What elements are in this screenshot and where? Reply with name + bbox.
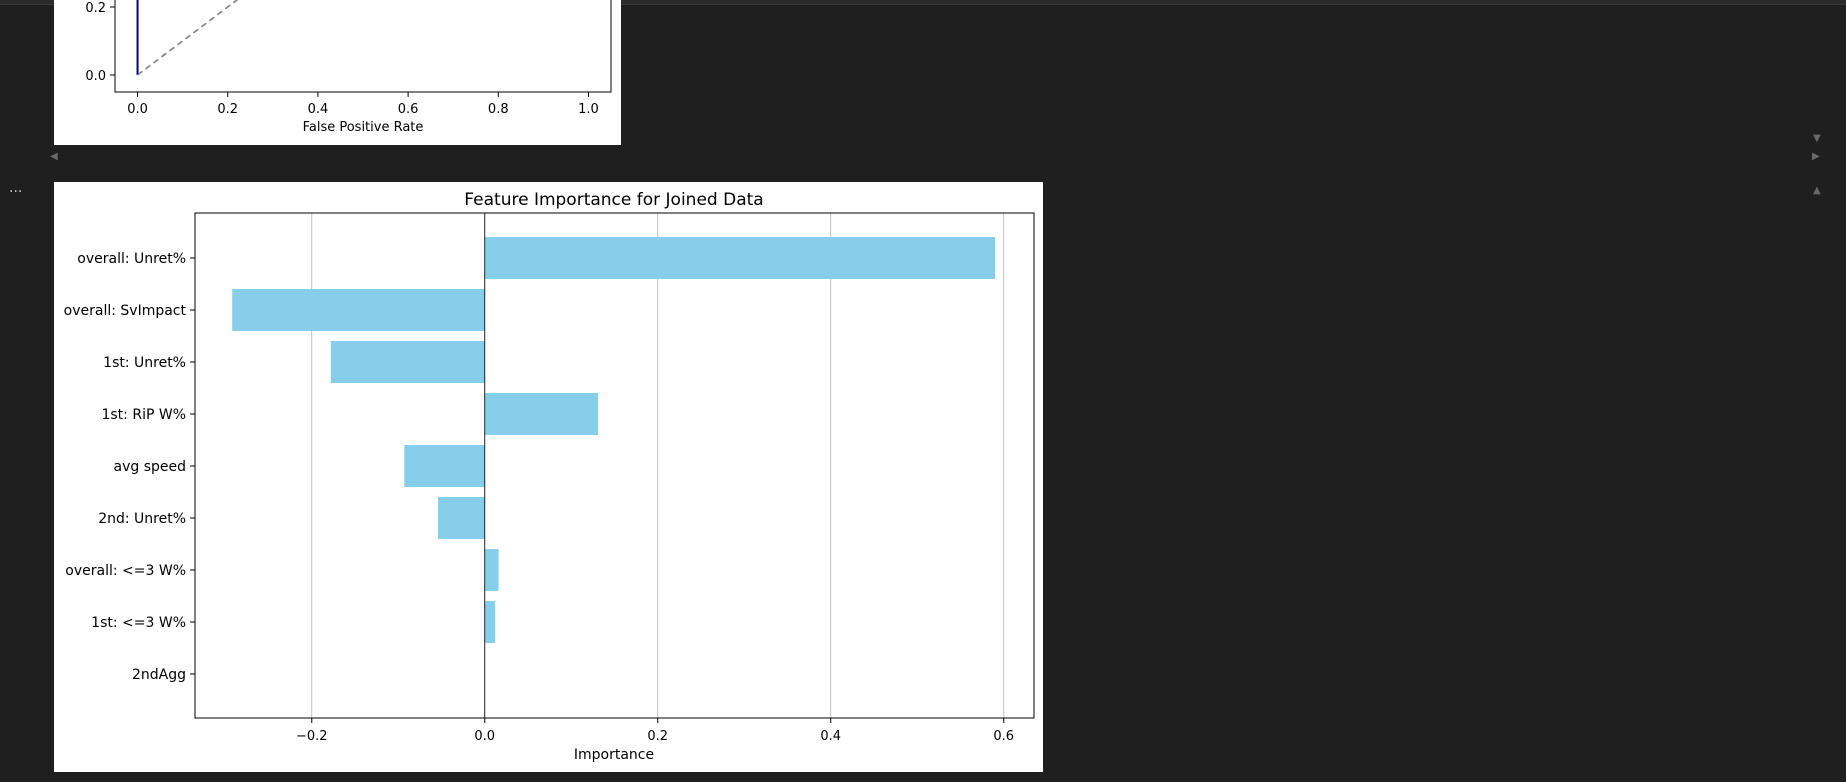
triangle-up-icon[interactable]: ▲: [1813, 185, 1821, 196]
roc-x-axis-label: False Positive Rate: [303, 120, 424, 135]
fi-bar: [438, 497, 485, 539]
roc-chart: 0.0 0.2 0.4 0.6 0.8 1.0 0.0 0.2 False Positive…: [85, 0, 612, 135]
roc-chance-line: [137, 0, 239, 76]
roc-plot-area: [114, 0, 612, 93]
fi-x-tick-label: 0.6: [993, 729, 1014, 744]
notebook-top-border: [0, 0, 1846, 5]
roc-x-tick-label: 0.6: [398, 102, 419, 117]
feature-importance-output: Feature Importance for Joined Data −0.2 0…: [54, 182, 1043, 772]
roc-y-tick-label: 0.2: [85, 1, 106, 16]
fi-bar: [232, 289, 485, 331]
cell-more-menu-button[interactable]: ...: [9, 180, 23, 196]
roc-x-tick-label: 0.0: [127, 102, 148, 117]
fi-bar: [484, 393, 599, 435]
roc-x-tick-label: 0.2: [217, 102, 238, 117]
fi-category-label: overall: <=3 W%: [65, 563, 186, 579]
fi-bar: [404, 445, 485, 487]
fi-category-label: overall: Unret%: [77, 251, 186, 267]
fi-bar: [484, 549, 499, 591]
roc-curve-output: 0.0 0.2 0.4 0.6 0.8 1.0 0.0 0.2 False Positive…: [54, 0, 621, 145]
fi-chart-title: Feature Importance for Joined Data: [464, 190, 763, 210]
roc-x-tick-label: 0.8: [488, 102, 509, 117]
fi-category-label: 2ndAgg: [132, 667, 186, 683]
fi-category-label: 1st: RiP W%: [101, 407, 186, 423]
fi-bar: [330, 341, 485, 383]
fi-category-label: avg speed: [114, 459, 187, 475]
fi-x-axis-label: Importance: [574, 747, 654, 763]
roc-x-tick-label: 0.4: [308, 102, 329, 117]
roc-y-tick-label: 0.0: [85, 69, 106, 84]
fi-category-label: 2nd: Unret%: [98, 511, 186, 527]
fi-bar: [484, 601, 496, 643]
triangle-right-icon[interactable]: ▶: [1812, 151, 1820, 162]
fi-x-tick-label: 0.2: [647, 729, 668, 744]
fi-category-label: overall: SvImpact: [64, 303, 187, 319]
triangle-down-icon[interactable]: ▼: [1813, 133, 1821, 144]
triangle-left-icon[interactable]: ◀: [50, 151, 58, 162]
fi-bar: [484, 237, 996, 279]
feature-importance-chart: Feature Importance for Joined Data −0.2 0…: [64, 190, 1035, 763]
fi-x-tick-label: −0.2: [296, 729, 328, 744]
fi-category-label: 1st: <=3 W%: [91, 615, 186, 631]
fi-x-tick-label: 0.0: [474, 729, 495, 744]
roc-x-tick-label: 1.0: [578, 102, 599, 117]
fi-x-tick-label: 0.4: [820, 729, 841, 744]
fi-category-label: 1st: Unret%: [103, 355, 186, 371]
fi-plot-area: [194, 212, 1035, 719]
